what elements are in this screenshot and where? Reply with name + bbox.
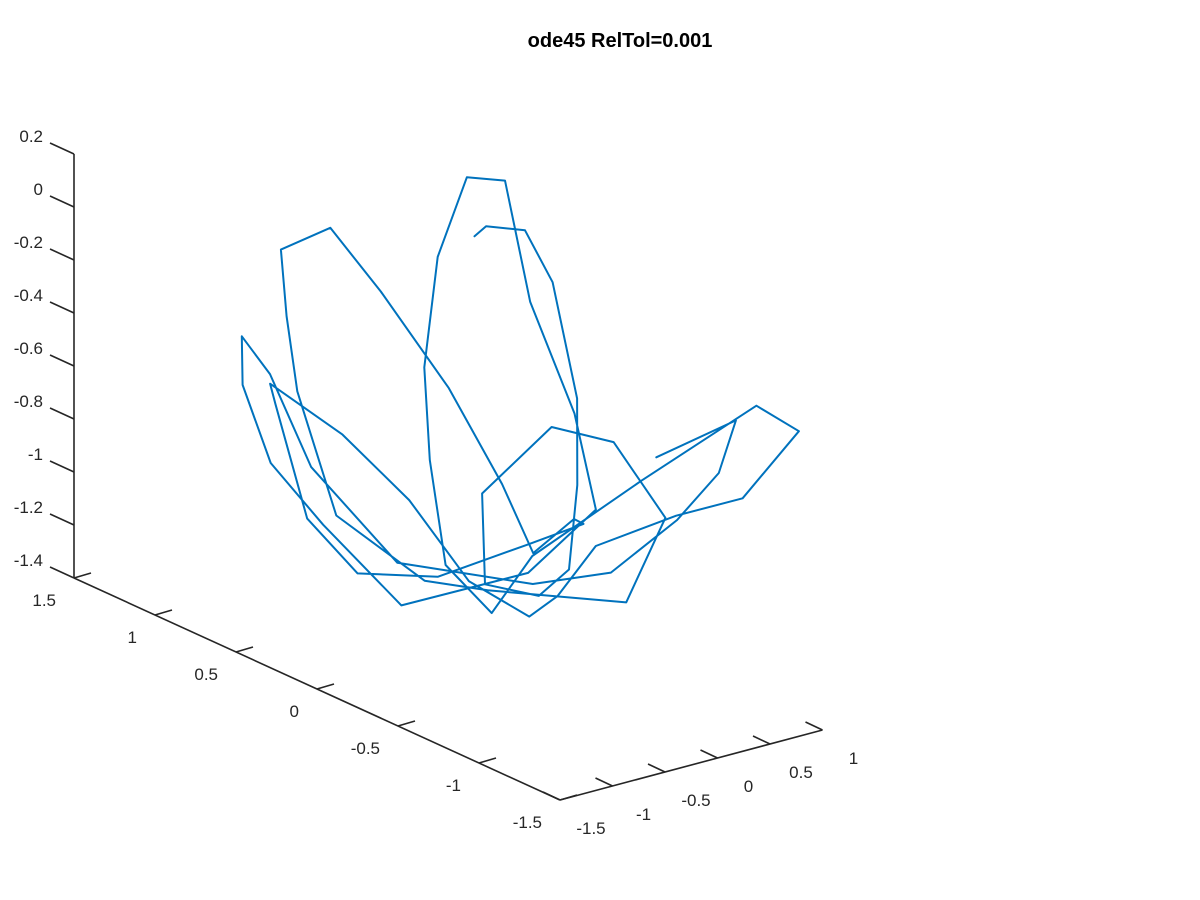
z-tick-mark — [49, 248, 75, 261]
x-tick-label: -1.5 — [576, 819, 605, 838]
z-tick-mark — [49, 142, 75, 155]
x-tick-label: 1 — [849, 749, 858, 768]
y-tick-label: 1.5 — [32, 591, 56, 610]
y-tick-mark — [154, 609, 173, 616]
y-tick-label: 0.5 — [194, 665, 218, 684]
x-tick-mark — [647, 763, 666, 773]
x-tick-mark — [700, 749, 718, 759]
z-tick-mark — [49, 513, 75, 526]
y-tick-mark — [478, 757, 497, 764]
chart-title: ode45 RelTol=0.001 — [528, 30, 713, 52]
z-tick-mark — [49, 195, 75, 208]
z-tick-mark — [49, 566, 75, 579]
x-tick-label: 0 — [744, 777, 753, 796]
plot-area — [240, 176, 800, 618]
y-tick-label: -0.5 — [351, 739, 380, 758]
z-tick-label: -0.2 — [14, 233, 43, 252]
y-tick-mark — [559, 794, 578, 801]
z-tick-label: 0.2 — [19, 127, 43, 146]
y-tick-label: 1 — [128, 628, 137, 647]
x-tick-mark — [542, 791, 561, 801]
x-tick-label: -0.5 — [681, 791, 710, 810]
z-tick-label: -1 — [28, 445, 43, 464]
x-tick-mark — [805, 721, 823, 731]
axes: -1.5 -1 -0.5 0 0.5 1 -1.5 -1 -0.5 0 0.5 1 1.5 -1.4 -1.… — [14, 127, 859, 838]
trajectory-line — [240, 176, 800, 618]
z-tick-mark — [49, 407, 75, 420]
z-tick-mark — [49, 460, 75, 473]
y-tick-mark — [397, 720, 416, 727]
y-tick-label: 0 — [290, 702, 299, 721]
y-tick-label: -1.5 — [513, 813, 542, 832]
z-tick-label: -0.8 — [14, 392, 43, 411]
z-tick-label: -0.4 — [14, 286, 43, 305]
y-tick-label: -1 — [446, 776, 461, 795]
x-tick-label: -1 — [636, 805, 651, 824]
z-tick-label: -1.4 — [14, 551, 43, 570]
x-axis-line — [559, 729, 823, 801]
z-tick-label: -0.6 — [14, 339, 43, 358]
x-tick-label: 0.5 — [789, 763, 813, 782]
z-tick-label: 0 — [34, 180, 43, 199]
x-tick-mark — [595, 777, 613, 787]
y-tick-mark — [73, 572, 92, 579]
z-tick-label: -1.2 — [14, 498, 43, 517]
z-tick-mark — [49, 354, 75, 367]
z-tick-mark — [49, 301, 75, 314]
y-tick-mark — [316, 683, 335, 690]
x-tick-mark — [752, 735, 771, 745]
y-tick-mark — [235, 646, 254, 653]
